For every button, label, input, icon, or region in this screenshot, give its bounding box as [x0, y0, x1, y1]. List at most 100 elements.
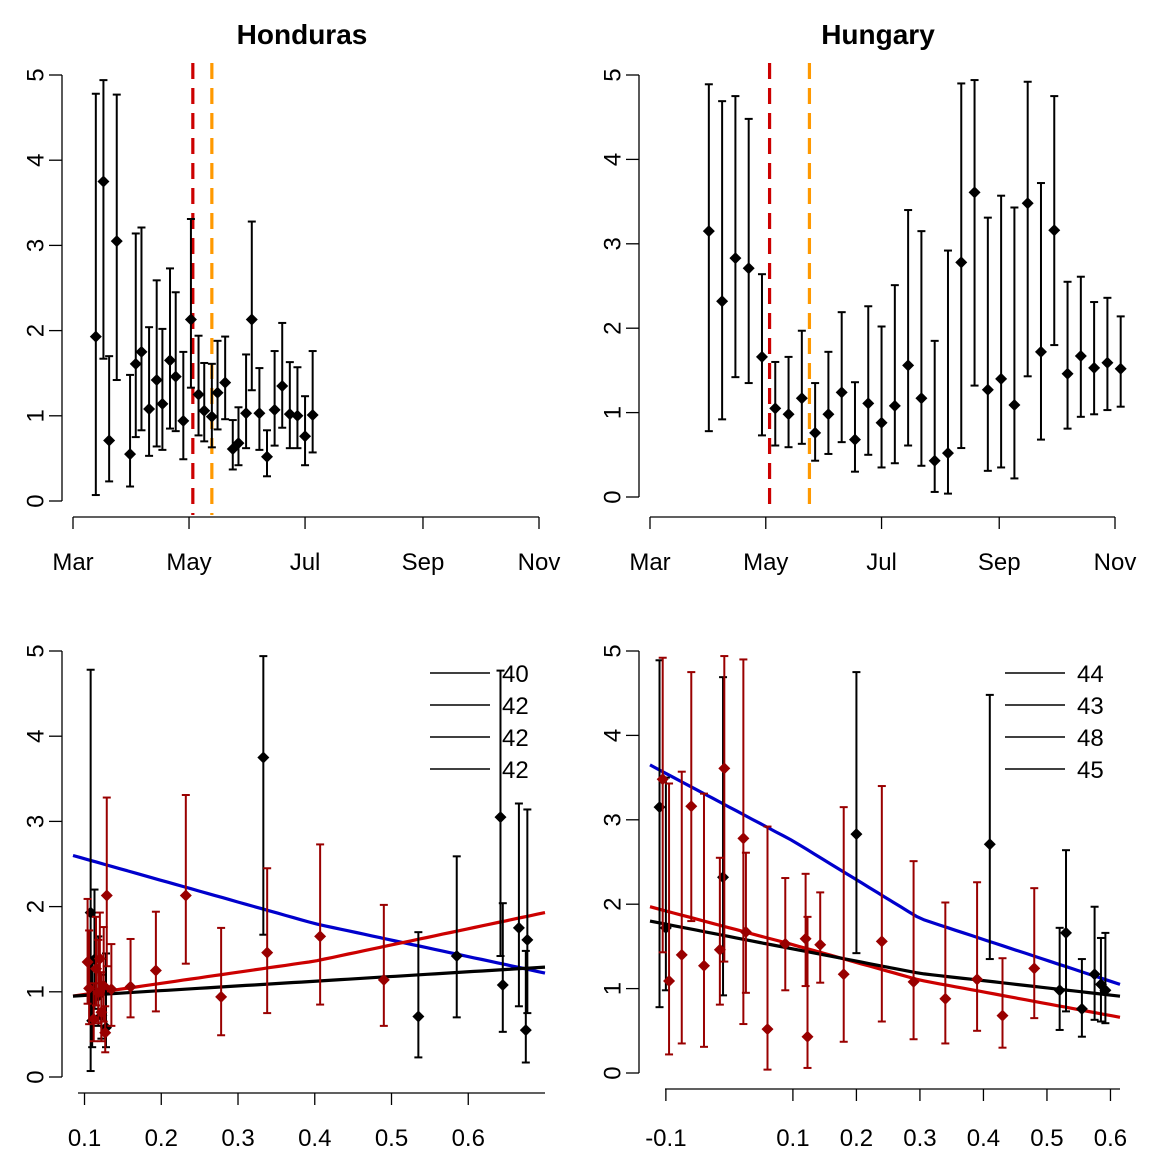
estimate-point — [995, 194, 1008, 469]
estimate-point — [769, 360, 782, 447]
y-tick-label: 5 — [23, 68, 50, 81]
series-1-point — [257, 655, 270, 936]
x-tick-label: Sep — [978, 549, 1021, 576]
series-1-point — [450, 855, 463, 1019]
series-2-point — [761, 825, 774, 1071]
series-2-point — [179, 793, 192, 965]
y-tick-label: 4 — [23, 154, 50, 167]
data-point — [941, 447, 954, 460]
data-point — [211, 386, 224, 399]
data-point — [494, 811, 507, 824]
data-point — [928, 454, 941, 467]
data-point — [1088, 968, 1101, 981]
estimate-point — [915, 230, 928, 467]
y-tick-label: 0 — [23, 1070, 50, 1083]
data-point — [1061, 367, 1074, 380]
data-point — [915, 392, 928, 405]
data-point — [512, 921, 525, 934]
data-point — [1060, 926, 1073, 939]
data-point — [232, 437, 245, 450]
y-tick-label: 5 — [600, 644, 627, 657]
y-tick-label: 0 — [600, 490, 627, 503]
estimate-point — [299, 395, 312, 467]
data-point — [782, 408, 795, 421]
data-point — [314, 930, 327, 943]
estimate-point — [283, 361, 296, 450]
data-point — [135, 345, 148, 358]
series-2-point — [663, 782, 676, 1056]
x-tick-label: 0.3 — [221, 1125, 254, 1152]
estimate-point — [253, 367, 266, 451]
data-point — [261, 450, 274, 463]
series-2-point — [149, 910, 162, 1013]
y-tick-label: 1 — [23, 985, 50, 998]
data-point — [124, 448, 137, 461]
data-point — [1099, 984, 1112, 997]
data-point — [939, 992, 952, 1005]
data-point — [110, 235, 123, 248]
data-point — [799, 932, 812, 945]
estimate-point — [875, 325, 888, 469]
y-tick-label: 2 — [600, 322, 627, 335]
series-1-point — [412, 931, 425, 1059]
estimate-point — [97, 79, 110, 360]
estimate-point — [822, 350, 835, 455]
series-2-point — [105, 943, 118, 1027]
data-point — [124, 980, 137, 993]
y-tick-label: 2 — [23, 900, 50, 913]
data-point — [143, 402, 156, 415]
estimate-point — [902, 209, 915, 447]
x-tick-label: 0.3 — [903, 1125, 936, 1152]
y-tick-label: 4 — [600, 153, 627, 166]
data-point — [215, 990, 228, 1003]
legend-label: 44 — [1077, 661, 1104, 688]
series-2-point — [261, 867, 274, 1015]
estimate-point — [135, 226, 148, 432]
data-point — [888, 399, 901, 412]
data-point — [377, 973, 390, 986]
data-point — [240, 407, 253, 420]
estimate-point — [755, 273, 768, 437]
data-point — [685, 800, 698, 813]
estimate-point — [716, 100, 729, 421]
estimate-point — [742, 117, 755, 385]
data-point — [99, 1026, 112, 1039]
data-point — [276, 379, 289, 392]
fit-line-2 — [72, 911, 546, 998]
data-point — [968, 186, 981, 199]
x-tick-label: Nov — [1094, 549, 1137, 576]
legend-label: 43 — [1077, 693, 1104, 720]
data-point — [981, 383, 994, 396]
estimate-point — [809, 382, 822, 462]
estimate-point — [1074, 275, 1087, 418]
data-point — [822, 408, 835, 421]
data-point — [718, 762, 731, 775]
estimate-point — [981, 216, 994, 472]
series-2-point — [907, 860, 920, 1041]
x-tick-label: 0.5 — [375, 1125, 408, 1152]
series-2-point — [996, 957, 1009, 1049]
y-tick-label: 2 — [600, 898, 627, 911]
series-2-point — [713, 856, 726, 1006]
series-2-point — [314, 843, 327, 1006]
data-point — [129, 357, 142, 370]
y-tick-label: 3 — [600, 237, 627, 250]
estimate-point — [129, 232, 142, 439]
x-tick-label: 0.6 — [452, 1125, 485, 1152]
data-point — [713, 943, 726, 956]
estimate-point — [103, 355, 116, 483]
y-tick-label: 4 — [600, 729, 627, 742]
series-2-point — [697, 792, 710, 1048]
series-1-point — [519, 949, 532, 1064]
data-point — [717, 871, 730, 884]
series-1-point — [512, 802, 525, 1008]
data-point — [656, 773, 669, 786]
estimate-point — [1034, 182, 1047, 441]
chart-panel-1: Honduras 0 1 2 3 4 5 Mar May Jul Sep Nov — [23, 19, 561, 576]
data-point — [519, 1024, 532, 1037]
data-point — [81, 955, 94, 968]
series-2-point — [837, 806, 850, 1043]
series-1-point — [653, 659, 666, 1009]
x-tick-label: -0.1 — [645, 1125, 686, 1152]
x-tick-label: May — [166, 549, 211, 576]
